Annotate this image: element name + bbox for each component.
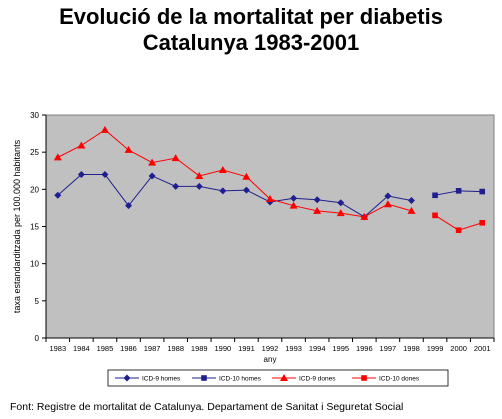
data-point bbox=[313, 206, 322, 214]
series-icd-10-homes bbox=[432, 188, 486, 199]
data-point bbox=[124, 145, 133, 153]
y-tick-label: 25 bbox=[30, 148, 39, 157]
chart-title: Evolució de la mortalitat per diabetis C… bbox=[0, 4, 502, 56]
legend-label: ICD-9 homes bbox=[142, 376, 181, 383]
y-axis-label: taxa estandarditzada per 100.000 habitan… bbox=[12, 139, 22, 313]
x-axis-label: any bbox=[264, 355, 277, 364]
x-tick-label: 1987 bbox=[144, 344, 161, 353]
data-point bbox=[195, 171, 204, 179]
x-tick-label: 1984 bbox=[73, 344, 90, 353]
legend-marker bbox=[361, 375, 367, 381]
data-point bbox=[77, 170, 85, 178]
x-tick-label: 1994 bbox=[309, 344, 326, 353]
data-point bbox=[148, 158, 157, 166]
series-line bbox=[57, 129, 412, 218]
series-icd-9-homes bbox=[54, 170, 415, 221]
data-point bbox=[195, 182, 203, 190]
x-tick-label: 1983 bbox=[49, 344, 66, 353]
data-point bbox=[407, 206, 416, 214]
legend: ICD-9 homes ICD-10 homes ICD-9 dones ICD-10… bbox=[107, 369, 449, 387]
data-point bbox=[289, 201, 298, 209]
series-line bbox=[57, 173, 412, 218]
legend-marker bbox=[201, 375, 207, 381]
data-point bbox=[172, 182, 180, 190]
data-point bbox=[125, 202, 133, 210]
data-point bbox=[53, 153, 62, 161]
data-point bbox=[313, 196, 321, 204]
data-point bbox=[383, 200, 392, 208]
title-line-1: Evolució de la mortalitat per diabetis bbox=[59, 4, 443, 29]
title-line-2: Catalunya 1983-2001 bbox=[142, 30, 360, 55]
data-point bbox=[432, 192, 438, 199]
plot-area bbox=[45, 114, 495, 339]
data-point bbox=[77, 141, 86, 149]
x-tick-label: 1988 bbox=[167, 344, 184, 353]
data-point bbox=[455, 188, 462, 194]
legend-item: ICD-10 homes bbox=[192, 375, 262, 383]
y-tick-label: 0 bbox=[35, 334, 40, 343]
x-tick-label: 1990 bbox=[214, 344, 231, 353]
y-tick-label: 10 bbox=[30, 260, 39, 269]
source-note: Font: Registre de mortalitat de Cataluny… bbox=[10, 401, 404, 413]
series-icd-9-dones bbox=[53, 125, 416, 220]
data-point bbox=[54, 191, 62, 199]
data-point bbox=[148, 172, 156, 180]
data-point bbox=[455, 227, 462, 234]
y-tick-label: 5 bbox=[35, 297, 40, 306]
data-point bbox=[337, 199, 345, 207]
data-point bbox=[266, 194, 274, 202]
x-tick-label: 2000 bbox=[450, 344, 467, 353]
legend-label: ICD-10 dones bbox=[379, 376, 420, 383]
data-point bbox=[218, 166, 227, 174]
x-tick-label: 1995 bbox=[332, 344, 349, 353]
data-point bbox=[101, 170, 109, 178]
x-tick-label: 2001 bbox=[474, 344, 491, 353]
data-point bbox=[432, 212, 438, 219]
legend-marker bbox=[123, 374, 131, 382]
data-point bbox=[290, 194, 298, 202]
y-tick-label: 15 bbox=[30, 223, 39, 232]
data-point bbox=[384, 192, 392, 200]
data-point bbox=[479, 188, 486, 195]
x-tick-label: 1989 bbox=[191, 344, 208, 353]
legend-item: ICD-9 dones bbox=[272, 374, 336, 383]
legend-marker bbox=[280, 374, 288, 381]
data-point bbox=[479, 219, 486, 226]
data-point bbox=[407, 196, 415, 204]
mortality-line-chart: 0 5 10 15 20 25 30 1983 1984 1985 1986 1987 1988 1989… bbox=[12, 111, 495, 387]
legend-item: ICD-10 dones bbox=[352, 375, 420, 383]
x-tick-label: 1998 bbox=[403, 344, 420, 353]
data-point bbox=[171, 154, 180, 162]
x-tick-label: 1985 bbox=[97, 344, 114, 353]
legend-label: ICD-10 homes bbox=[219, 376, 262, 383]
data-point bbox=[360, 212, 369, 220]
data-point bbox=[100, 125, 109, 133]
x-tick-label: 1992 bbox=[262, 344, 279, 353]
x-tick-label: 1991 bbox=[238, 344, 255, 353]
data-point bbox=[242, 186, 250, 194]
x-tick-label: 1996 bbox=[356, 344, 373, 353]
x-tick-label: 1997 bbox=[380, 344, 397, 353]
legend-item: ICD-9 homes bbox=[115, 374, 181, 383]
data-point bbox=[336, 209, 345, 217]
y-tick-label: 20 bbox=[30, 185, 39, 194]
legend-label: ICD-9 dones bbox=[299, 376, 336, 383]
x-tick-label: 1993 bbox=[285, 344, 302, 353]
data-point bbox=[219, 187, 227, 195]
y-tick-label: 30 bbox=[30, 111, 39, 120]
data-point bbox=[242, 172, 251, 180]
x-tick-label: 1986 bbox=[120, 344, 137, 353]
series-icd-10-dones bbox=[432, 212, 486, 234]
x-tick-label: 1999 bbox=[427, 344, 444, 353]
